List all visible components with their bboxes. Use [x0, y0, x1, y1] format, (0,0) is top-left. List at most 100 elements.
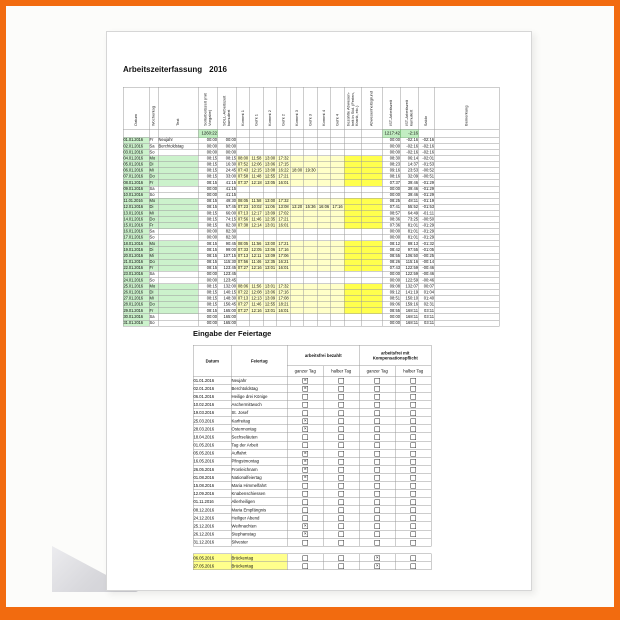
holiday-checkbox[interactable] [410, 442, 417, 449]
holiday-checkbox[interactable]: × [302, 385, 308, 392]
holiday-checkbox[interactable] [374, 515, 381, 522]
holiday-checkbox[interactable] [302, 483, 308, 489]
holiday-checkbox[interactable] [410, 507, 417, 513]
holiday-checkbox[interactable] [410, 555, 416, 561]
holiday-checkbox[interactable] [374, 418, 381, 424]
holiday-checkbox[interactable] [302, 563, 308, 569]
holiday-checkbox[interactable] [302, 555, 308, 561]
holiday-checkbox[interactable]: × [302, 531, 308, 538]
holiday-checkbox[interactable] [338, 377, 344, 384]
holiday-checkbox[interactable] [410, 523, 417, 530]
holiday-checkbox[interactable] [338, 563, 344, 569]
holiday-checkbox[interactable] [410, 466, 417, 473]
holiday-checkbox[interactable]: × [374, 554, 380, 561]
holiday-checkbox[interactable] [338, 442, 344, 449]
holiday-checkbox[interactable] [338, 499, 344, 505]
holiday-checkbox[interactable] [374, 402, 381, 408]
holiday-checkbox[interactable] [410, 515, 417, 522]
holiday-checkbox[interactable] [302, 499, 308, 505]
holiday-checkbox[interactable] [338, 402, 344, 408]
holiday-checkbox[interactable] [374, 539, 381, 546]
timesheet-column-header-label: Kommt 1 [240, 109, 245, 126]
holiday-checkbox[interactable] [410, 426, 417, 432]
holiday-checkbox[interactable] [410, 491, 417, 497]
holiday-checkbox[interactable] [410, 563, 416, 569]
holiday-checkbox[interactable] [338, 483, 344, 489]
holiday-checkbox[interactable] [410, 418, 417, 424]
holiday-checkbox[interactable] [410, 531, 417, 538]
holiday-checkbox[interactable] [410, 458, 417, 465]
timesheet-total-cell [434, 129, 500, 138]
holiday-checkbox[interactable] [302, 394, 308, 400]
holiday-checkbox[interactable] [338, 458, 344, 465]
timesheet-cell: 17:06 [276, 252, 291, 260]
holiday-checkbox[interactable] [338, 475, 344, 481]
holiday-checkbox[interactable] [338, 394, 344, 400]
holiday-checkbox[interactable] [410, 402, 417, 408]
holiday-checkbox[interactable] [374, 386, 381, 392]
holiday-checkbox[interactable] [338, 515, 344, 522]
holiday-checkbox[interactable] [374, 499, 381, 505]
holiday-checkbox[interactable] [374, 531, 381, 538]
holiday-checkbox[interactable]: × [302, 523, 308, 530]
holiday-checkbox[interactable] [410, 386, 417, 392]
holiday-checkbox[interactable] [302, 539, 308, 546]
holiday-checkbox[interactable] [374, 523, 381, 530]
holiday-checkbox[interactable] [338, 523, 344, 530]
holiday-checkbox[interactable] [410, 483, 417, 489]
holiday-checkbox[interactable] [410, 450, 417, 457]
holiday-checkbox[interactable] [374, 377, 381, 384]
holiday-checkbox[interactable] [410, 377, 417, 384]
holiday-checkbox[interactable] [338, 434, 344, 441]
holiday-checkbox[interactable] [374, 450, 381, 457]
holiday-checkbox[interactable] [338, 386, 344, 392]
holiday-checkbox[interactable]: × [302, 417, 308, 424]
holiday-checkbox[interactable] [302, 515, 308, 522]
holiday-checkbox[interactable]: × [302, 458, 308, 465]
holiday-checkbox[interactable] [338, 507, 344, 513]
timesheet-cell: 07:52 [236, 161, 250, 168]
holiday-checkbox[interactable] [374, 434, 381, 441]
holiday-checkbox[interactable] [302, 442, 308, 449]
timesheet-cell: 07:56 [236, 258, 250, 266]
holiday-checkbox[interactable] [338, 555, 344, 561]
holiday-checkbox[interactable]: × [302, 466, 308, 473]
holiday-checkbox[interactable] [374, 507, 381, 513]
holiday-checkbox[interactable] [302, 402, 308, 408]
holiday-checkbox[interactable] [338, 426, 344, 432]
holiday-checkbox[interactable] [410, 475, 417, 481]
holiday-checkbox[interactable] [410, 539, 417, 546]
holiday-checkbox[interactable] [374, 491, 381, 497]
holiday-checkbox[interactable] [374, 458, 381, 465]
holiday-checkbox[interactable] [338, 418, 344, 424]
holiday-checkbox[interactable] [302, 491, 308, 497]
holiday-checkbox[interactable] [338, 466, 344, 473]
holiday-checkbox[interactable] [302, 434, 308, 441]
holiday-checkbox[interactable] [410, 410, 417, 416]
holiday-checkbox[interactable] [338, 531, 344, 538]
holiday-checkbox[interactable] [374, 426, 381, 432]
holiday-checkbox[interactable] [410, 499, 417, 505]
holiday-checkbox[interactable] [338, 539, 344, 546]
holiday-checkbox[interactable] [302, 410, 308, 416]
holiday-checkbox[interactable] [338, 491, 344, 497]
timesheet-cell: 17:16 [330, 204, 345, 211]
holiday-checkbox[interactable] [374, 410, 381, 416]
holiday-checkbox[interactable] [374, 466, 381, 473]
holiday-checkbox[interactable] [302, 507, 308, 513]
holiday-checkbox[interactable] [374, 475, 381, 481]
timesheet-cell [158, 319, 199, 327]
holiday-checkbox[interactable] [338, 410, 344, 416]
holiday-checkbox[interactable] [338, 450, 344, 457]
holiday-checkbox[interactable]: × [302, 474, 308, 481]
holiday-checkbox[interactable]: × [374, 562, 380, 569]
holiday-checkbox[interactable]: × [302, 450, 308, 457]
holiday-checkbox[interactable]: × [302, 377, 308, 384]
timesheet-cell: 11:58 [249, 155, 264, 162]
holiday-checkbox[interactable] [410, 394, 417, 400]
holiday-checkbox[interactable] [374, 394, 381, 400]
holiday-checkbox[interactable]: × [302, 425, 308, 432]
holiday-checkbox[interactable] [410, 434, 417, 441]
holiday-checkbox[interactable] [374, 483, 381, 489]
holiday-checkbox[interactable] [374, 442, 381, 449]
